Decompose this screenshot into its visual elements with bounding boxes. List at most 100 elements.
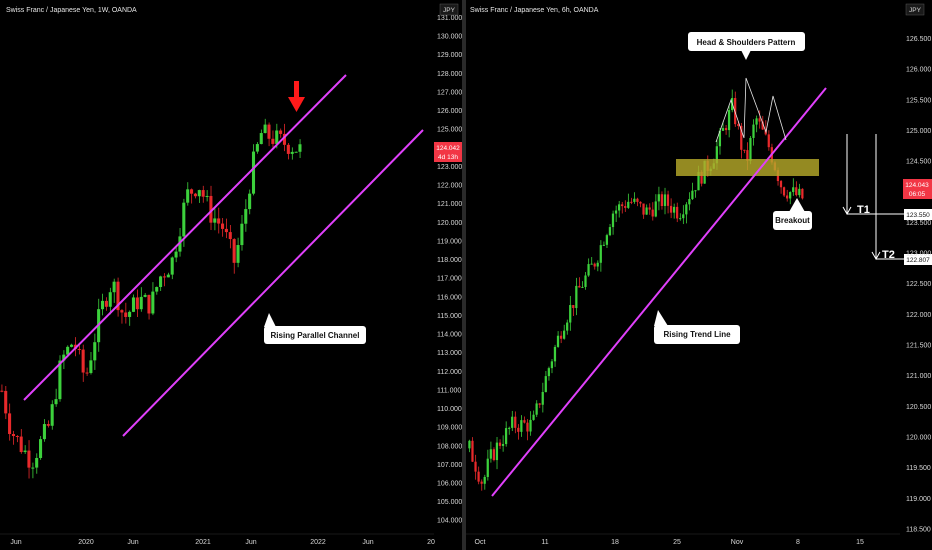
right-price-axis[interactable]: 126.500 126.000 125.500 125.000 124.500 124.0…: [906, 36, 931, 533]
price-tick-label: 121.500: [906, 343, 931, 350]
right-time-axis[interactable]: Oct 11 18 25 Nov 8 15: [475, 539, 864, 546]
left-chart[interactable]: Swiss Franc / Japanese Yen, 1W, OANDA Ri…: [0, 3, 462, 546]
candle-body: [46, 424, 50, 426]
candle-body: [718, 130, 722, 147]
right-price-tag: 124.043 06:05: [903, 179, 932, 199]
price-tick-label: 105.000: [437, 499, 462, 506]
price-tick-label: 113.000: [437, 350, 462, 357]
price-tick-label: 122.000: [437, 183, 462, 190]
candle-body: [77, 348, 81, 350]
candle-body: [54, 399, 58, 405]
candle-body: [143, 294, 147, 297]
candle-body: [767, 134, 770, 148]
candle-body: [544, 376, 547, 392]
candle-body: [575, 285, 578, 309]
price-tick-label: 120.000: [437, 220, 462, 227]
candle-body: [259, 133, 263, 145]
price-tick-label: 127.000: [437, 89, 462, 96]
left-price-axis[interactable]: 131.000 130.000 129.000 128.000 127.000 126.0…: [437, 15, 462, 525]
candle-body: [248, 193, 252, 210]
candle-body: [785, 195, 789, 199]
candle-body: [193, 193, 197, 197]
price-tick-label: 120.500: [906, 404, 931, 411]
candle-body: [174, 251, 178, 258]
candle-body: [569, 305, 572, 323]
time-tick-label: 8: [796, 539, 800, 546]
price-tick-label: 129.000: [437, 52, 462, 59]
candle-body: [251, 151, 256, 194]
price-tick-label: 123.000: [906, 251, 931, 258]
candle-body: [566, 322, 569, 331]
candle-body: [676, 206, 679, 219]
t1-level-box: [904, 209, 932, 220]
candle-body: [298, 144, 302, 152]
time-tick-label: 2020: [78, 539, 94, 546]
right-price-countdown: 06:05: [909, 191, 926, 198]
time-tick-label: Jun: [362, 539, 373, 546]
candle-body: [486, 458, 489, 477]
price-tick-label: 114.000: [437, 332, 462, 339]
candle-body: [205, 195, 209, 197]
candle-body: [550, 361, 554, 369]
candle-body: [477, 471, 480, 482]
candle-body: [108, 292, 112, 307]
candle-body: [139, 296, 143, 310]
price-tick-label: 115.000: [437, 313, 462, 320]
candle-body: [220, 223, 225, 229]
price-tick-label: 116.000: [437, 294, 462, 301]
breakout-callout-text: Breakout: [775, 216, 810, 225]
candle-body: [547, 368, 550, 377]
candle-body: [636, 198, 639, 202]
candle-body: [255, 144, 259, 152]
channel-lower-line[interactable]: [122, 129, 424, 437]
pattern-callout-text: Head & Shoulders Pattern: [697, 38, 796, 47]
candle-body: [31, 467, 35, 469]
right-chart[interactable]: Swiss Franc / Japanese Yen, 6h, OANDA He…: [466, 3, 932, 546]
candle-body: [587, 264, 590, 276]
target-t2[interactable]: T2 122.807: [871, 134, 932, 265]
candle-body: [275, 130, 279, 144]
time-tick-label: 25: [673, 539, 681, 546]
candle-body: [639, 201, 642, 204]
price-tick-label: 104.000: [437, 518, 462, 525]
t2-level-box: [904, 254, 932, 265]
left-price-tag: 124.042 4d 13h: [434, 142, 462, 162]
candle-body: [721, 128, 725, 131]
pattern-callout[interactable]: Head & Shoulders Pattern: [688, 32, 805, 60]
candle-body: [263, 124, 267, 134]
candle-body: [654, 201, 657, 217]
candle-body: [27, 450, 31, 468]
down-arrow-icon: [288, 81, 305, 112]
candle-body: [8, 413, 12, 435]
time-tick-label: 2021: [195, 539, 211, 546]
right-candles: [468, 89, 804, 491]
left-chart-title: Swiss Franc / Japanese Yen, 1W, OANDA: [6, 7, 137, 14]
candle-body: [746, 150, 749, 161]
breakout-callout[interactable]: Breakout: [773, 198, 812, 230]
candle-body: [584, 275, 587, 287]
candle-body: [657, 194, 660, 202]
trend-callout[interactable]: Rising Trend Line: [654, 310, 740, 344]
price-tick-label: 110.000: [437, 406, 462, 413]
rising-trend-line[interactable]: [491, 87, 827, 497]
candle-body: [290, 151, 294, 154]
left-time-axis[interactable]: Jun 2020 Jun 2021 Jun 2022 Jun 20: [10, 539, 435, 546]
panel-divider: [462, 0, 466, 550]
time-tick-label: Jun: [10, 539, 21, 546]
price-tick-label: 120.000: [906, 434, 931, 441]
channel-callout-text: Rising Parallel Channel: [271, 331, 360, 340]
candle-body: [504, 428, 508, 445]
channel-upper-line[interactable]: [23, 74, 347, 401]
channel-callout[interactable]: Rising Parallel Channel: [264, 313, 366, 344]
neckline-zone[interactable]: [676, 159, 819, 176]
candle-body: [511, 416, 514, 428]
candle-body: [471, 440, 474, 462]
candle-body: [541, 391, 544, 405]
price-tick-label: 124.500: [906, 159, 931, 166]
t1-label: T1: [857, 204, 870, 216]
candle-body: [89, 360, 93, 373]
time-tick-label: 2022: [310, 539, 326, 546]
candle-body: [795, 187, 798, 196]
price-tick-label: 108.000: [437, 443, 462, 450]
